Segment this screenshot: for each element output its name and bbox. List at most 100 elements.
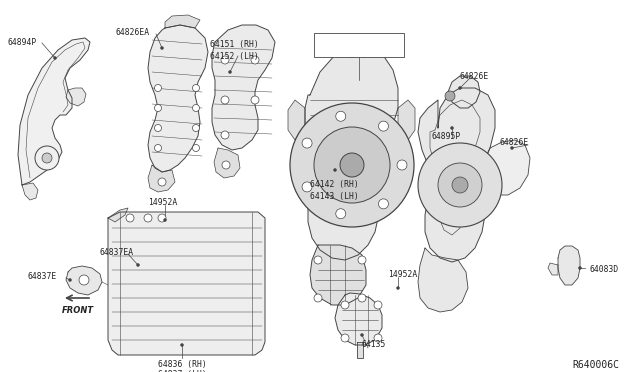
Circle shape xyxy=(333,169,337,171)
Text: 64837 (LH): 64837 (LH) xyxy=(158,370,207,372)
Polygon shape xyxy=(66,266,102,295)
Circle shape xyxy=(79,275,89,285)
Circle shape xyxy=(221,56,229,64)
Text: 64100 (RH): 64100 (RH) xyxy=(318,38,367,47)
Polygon shape xyxy=(22,183,38,200)
Text: 64826E: 64826E xyxy=(460,72,489,81)
Circle shape xyxy=(221,96,229,104)
Circle shape xyxy=(42,153,52,163)
Circle shape xyxy=(314,127,390,203)
Circle shape xyxy=(302,182,312,192)
Circle shape xyxy=(228,71,232,74)
Text: 64083D: 64083D xyxy=(590,265,620,274)
Circle shape xyxy=(193,84,200,92)
Circle shape xyxy=(397,286,399,289)
Polygon shape xyxy=(18,38,90,185)
Circle shape xyxy=(452,177,468,193)
Text: 64826E: 64826E xyxy=(500,138,529,147)
Polygon shape xyxy=(310,245,366,305)
Circle shape xyxy=(222,161,230,169)
Circle shape xyxy=(314,256,322,264)
Circle shape xyxy=(154,105,161,112)
Text: 64837EA: 64837EA xyxy=(100,248,134,257)
Circle shape xyxy=(35,146,59,170)
Polygon shape xyxy=(357,342,363,358)
Text: 64152 (LH): 64152 (LH) xyxy=(210,52,259,61)
Circle shape xyxy=(438,163,482,207)
Polygon shape xyxy=(165,15,200,28)
Circle shape xyxy=(193,105,200,112)
Polygon shape xyxy=(558,246,580,285)
Text: 64101 (LH): 64101 (LH) xyxy=(318,50,367,59)
Circle shape xyxy=(144,214,152,222)
Text: 64142 (RH): 64142 (RH) xyxy=(310,180,359,189)
Circle shape xyxy=(336,111,346,121)
Text: 64135: 64135 xyxy=(362,340,387,349)
Circle shape xyxy=(336,209,346,219)
Text: 64895P: 64895P xyxy=(432,132,461,141)
Text: 64101 (LH): 64101 (LH) xyxy=(318,50,367,59)
Polygon shape xyxy=(108,212,265,355)
Polygon shape xyxy=(108,208,128,222)
Circle shape xyxy=(154,84,161,92)
Circle shape xyxy=(126,214,134,222)
Circle shape xyxy=(154,125,161,131)
Circle shape xyxy=(511,147,513,150)
Text: 64836 (RH): 64836 (RH) xyxy=(158,360,207,369)
Circle shape xyxy=(290,103,414,227)
Circle shape xyxy=(163,218,166,221)
Circle shape xyxy=(378,121,388,131)
Circle shape xyxy=(358,294,366,302)
Circle shape xyxy=(193,144,200,151)
Polygon shape xyxy=(398,100,415,140)
Text: 64837E: 64837E xyxy=(28,272,57,281)
Text: 64143 (LH): 64143 (LH) xyxy=(310,192,359,201)
Circle shape xyxy=(397,160,407,170)
Text: R640006C: R640006C xyxy=(572,360,619,370)
Text: 14952A: 14952A xyxy=(148,198,177,207)
Circle shape xyxy=(136,263,140,266)
Text: 64894P: 64894P xyxy=(8,38,37,47)
Circle shape xyxy=(221,131,229,139)
Polygon shape xyxy=(305,48,398,260)
Polygon shape xyxy=(418,248,468,312)
Circle shape xyxy=(360,334,364,337)
Circle shape xyxy=(378,199,388,209)
Circle shape xyxy=(161,46,163,49)
Circle shape xyxy=(251,96,259,104)
Polygon shape xyxy=(148,165,175,192)
Polygon shape xyxy=(335,293,382,345)
Text: 64100 (RH): 64100 (RH) xyxy=(318,38,367,47)
Polygon shape xyxy=(214,148,240,178)
Circle shape xyxy=(579,266,582,269)
Circle shape xyxy=(358,256,366,264)
Circle shape xyxy=(451,126,454,129)
Polygon shape xyxy=(548,263,558,275)
Circle shape xyxy=(158,214,166,222)
Text: 64826EA: 64826EA xyxy=(116,28,150,37)
Circle shape xyxy=(54,57,56,60)
FancyBboxPatch shape xyxy=(314,33,404,57)
Circle shape xyxy=(158,178,166,186)
Polygon shape xyxy=(288,100,305,140)
Polygon shape xyxy=(66,88,86,106)
Circle shape xyxy=(251,56,259,64)
Circle shape xyxy=(154,144,161,151)
Circle shape xyxy=(340,153,364,177)
Circle shape xyxy=(418,143,502,227)
Polygon shape xyxy=(448,76,480,108)
Circle shape xyxy=(302,138,312,148)
Polygon shape xyxy=(212,25,275,150)
Polygon shape xyxy=(482,140,530,195)
Circle shape xyxy=(374,301,382,309)
Text: FRONT: FRONT xyxy=(62,306,94,315)
Text: 14952A: 14952A xyxy=(388,270,417,279)
Circle shape xyxy=(68,279,72,282)
Circle shape xyxy=(458,87,461,90)
Circle shape xyxy=(374,334,382,342)
Circle shape xyxy=(180,343,184,346)
Polygon shape xyxy=(418,88,495,262)
Text: 64151 (RH): 64151 (RH) xyxy=(210,40,259,49)
Polygon shape xyxy=(148,25,208,172)
Circle shape xyxy=(193,125,200,131)
